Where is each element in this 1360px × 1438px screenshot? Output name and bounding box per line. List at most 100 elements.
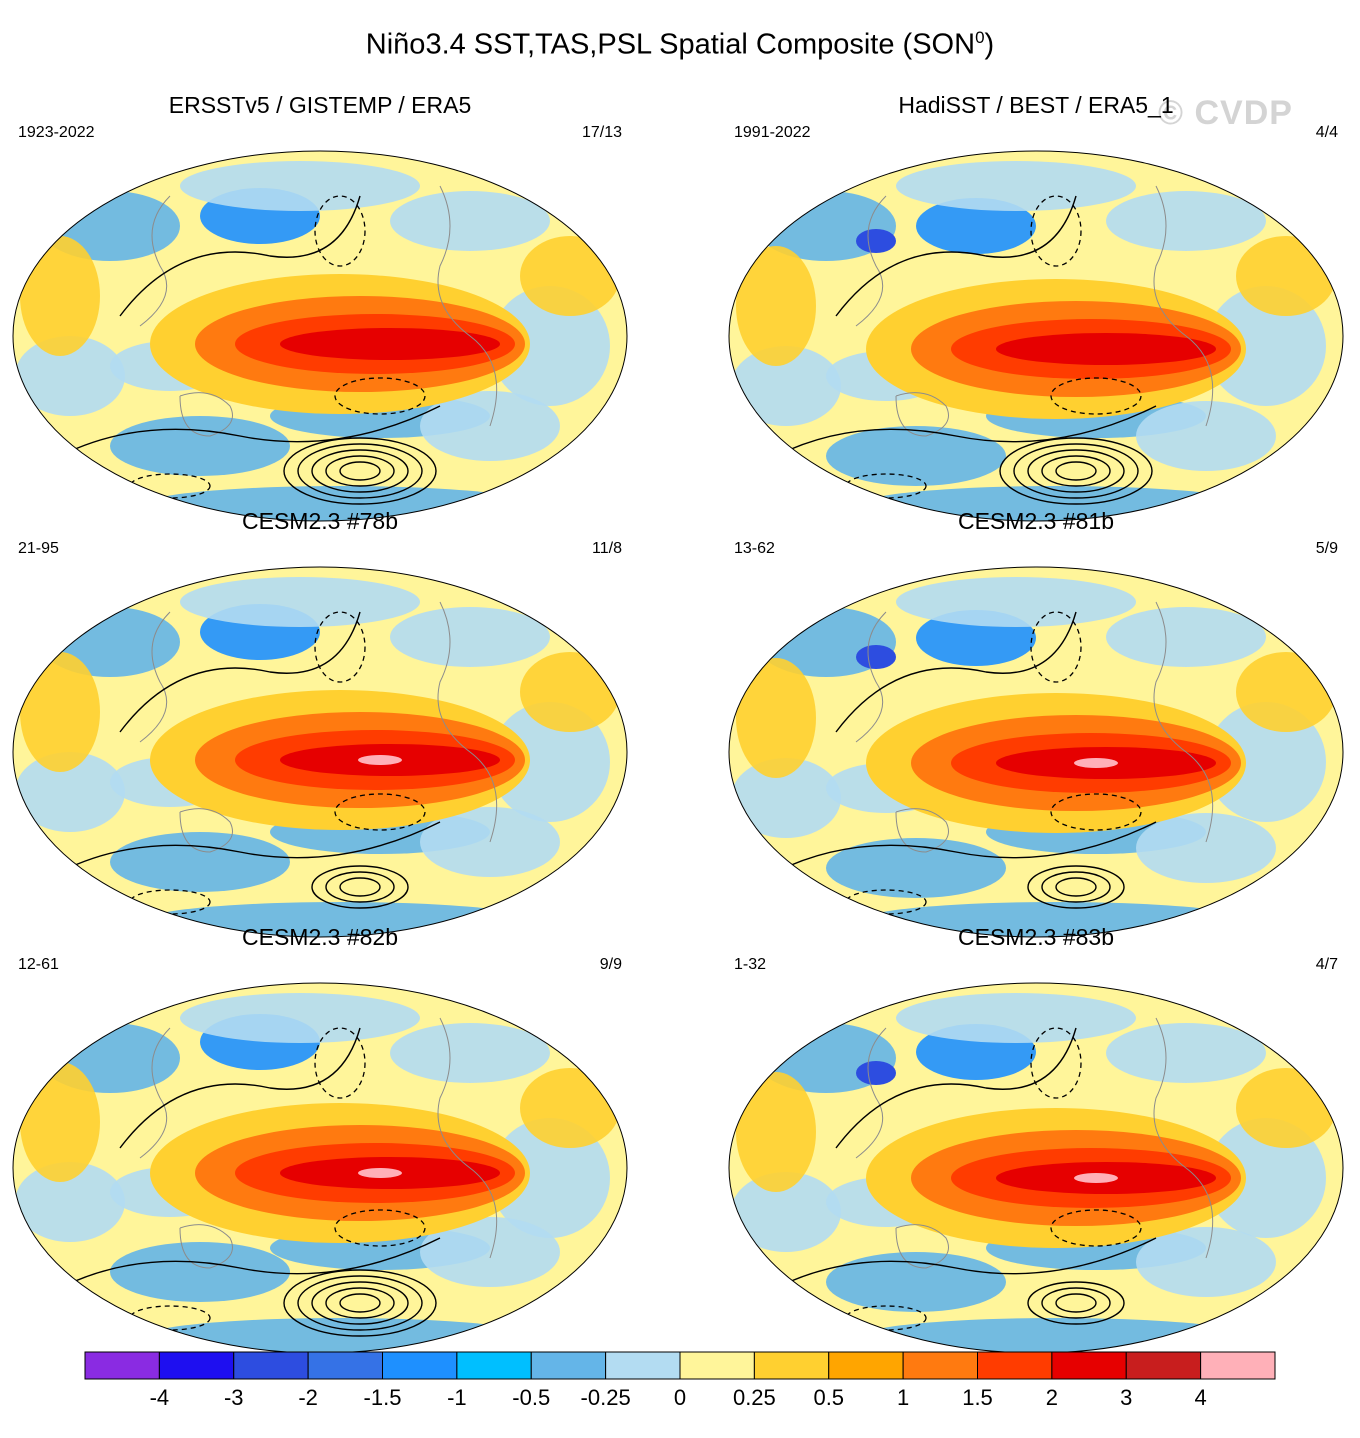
panel-6: CESM2.3 #83b 1-32 4/7 [726, 924, 1346, 1359]
anomaly-region [180, 993, 420, 1043]
anomaly-region [1206, 1118, 1326, 1238]
anomaly-region [896, 577, 1136, 627]
psl-contours [775, 1027, 1157, 1325]
anomaly-region [1136, 1227, 1276, 1297]
colorbar-swatch [233, 1351, 309, 1380]
anomaly-region [520, 1068, 620, 1148]
anomaly-region [826, 1252, 1006, 1312]
anomaly-region [916, 198, 1036, 254]
anomaly-region [1206, 702, 1326, 822]
composite-map [728, 150, 1344, 522]
panel-count: 4/7 [1315, 956, 1338, 973]
colorbar-swatch [679, 1351, 755, 1380]
colorbar-swatch [1051, 1351, 1127, 1380]
psl-contours [775, 195, 1157, 505]
panel-2: HadiSST / BEST / ERA5_1 1991-2022 4/4 [726, 92, 1346, 527]
colorbar-tick-label: 0 [673, 1385, 687, 1410]
enso-tongue [996, 333, 1216, 365]
anomaly-region [20, 236, 100, 356]
anomaly-region [490, 1118, 610, 1238]
psl-contours [59, 611, 441, 909]
composite-map [728, 982, 1344, 1354]
psl-contours-negative [845, 195, 1142, 499]
panel-years: 1991-2022 [734, 124, 811, 141]
psl-contours-negative [845, 611, 1142, 915]
anomaly-region [1236, 652, 1336, 732]
anomaly-region [110, 1242, 290, 1302]
panel-count: 4/4 [1315, 124, 1338, 141]
anomaly-region [180, 161, 420, 211]
panel-count: 17/13 [581, 124, 622, 141]
colorbar-swatch [84, 1351, 160, 1380]
anomaly-region [1106, 607, 1266, 667]
colorbar-tick-label: 0.5 [813, 1385, 845, 1410]
panel-title: CESM2.3 #81b [958, 508, 1114, 534]
composite-map [12, 150, 628, 522]
colorbar-tick-label: 3 [1120, 1385, 1133, 1410]
anomaly-region [896, 161, 1136, 211]
anomaly-region [110, 416, 290, 476]
colorbar-swatch [828, 1351, 904, 1380]
anomaly-region [896, 993, 1136, 1043]
colorbar-tick-label: 2 [1045, 1385, 1058, 1410]
figure-title-text: Niño3.4 SST,TAS,PSL Spatial Composite (S… [365, 28, 976, 61]
psl-contours [59, 195, 441, 505]
composite-map [728, 566, 1344, 938]
colorbar-tick-label: 0.25 [732, 1385, 776, 1410]
psl-contours-negative [845, 1027, 1142, 1331]
panel-title: CESM2.3 #82b [242, 924, 398, 950]
coastlines [855, 185, 1214, 437]
colorbar-tick-label: -2 [298, 1385, 318, 1410]
enso-peak [358, 1168, 402, 1178]
map-border [12, 150, 628, 522]
colorbar-tick-label: 1 [897, 1385, 910, 1410]
anomaly-region [1136, 401, 1276, 471]
anomaly-region [390, 607, 550, 667]
colorbar-swatch [307, 1351, 383, 1380]
colorbar-swatch [1200, 1351, 1276, 1380]
panel-5: CESM2.3 #82b 12-61 9/9 [10, 924, 630, 1359]
anomaly-region [736, 658, 816, 778]
psl-contours [59, 1027, 441, 1337]
colorbar-tick-label: 4 [1194, 1385, 1207, 1410]
colorbar-tick-label: -4 [149, 1385, 170, 1410]
panel-years: 1923-2022 [18, 124, 95, 141]
anomaly-region [15, 336, 125, 416]
anomaly-region [1236, 236, 1336, 316]
colorbar-tick-label: -1 [447, 1385, 467, 1410]
anomaly-region [736, 1072, 816, 1192]
coastlines [139, 601, 498, 853]
anomaly-region [110, 832, 290, 892]
anomaly-region [1106, 191, 1266, 251]
anomaly-region [490, 286, 610, 406]
panel-title: ERSSTv5 / GISTEMP / ERA5 [168, 92, 472, 118]
anomaly-region [856, 229, 896, 253]
colorbar-tick-label: 1.5 [962, 1385, 993, 1410]
anomaly-region [520, 236, 620, 316]
psl-contours-negative [129, 611, 426, 915]
map-border [728, 150, 1344, 522]
map-border [728, 566, 1344, 938]
anomaly-region [1106, 1023, 1266, 1083]
anomaly-region [15, 752, 125, 832]
colorbar-swatch [382, 1351, 458, 1380]
coastlines [855, 1017, 1214, 1269]
panel-1: ERSSTv5 / GISTEMP / ERA5 1923-2022 17/13 [10, 92, 630, 527]
colorbar-swatch [158, 1351, 235, 1380]
colorbar-tick-label: -0.25 [580, 1385, 631, 1410]
map-border [12, 566, 628, 938]
colorbar-swatch [530, 1351, 607, 1380]
figure-title: Niño3.4 SST,TAS,PSL Spatial Composite (S… [0, 28, 1360, 62]
colorbar-swatch [902, 1351, 978, 1380]
anomaly-region [731, 1172, 841, 1252]
colorbar [84, 1351, 1276, 1380]
figure-title-close: ) [984, 28, 995, 61]
psl-contours [775, 611, 1157, 909]
colorbar-swatch [1125, 1351, 1202, 1380]
panel-years: 1-32 [734, 956, 767, 973]
anomaly-region [1136, 813, 1276, 883]
psl-contours-negative [129, 195, 426, 499]
composite-map [12, 566, 628, 938]
enso-peak [358, 755, 402, 765]
enso-peak [1074, 1173, 1118, 1183]
